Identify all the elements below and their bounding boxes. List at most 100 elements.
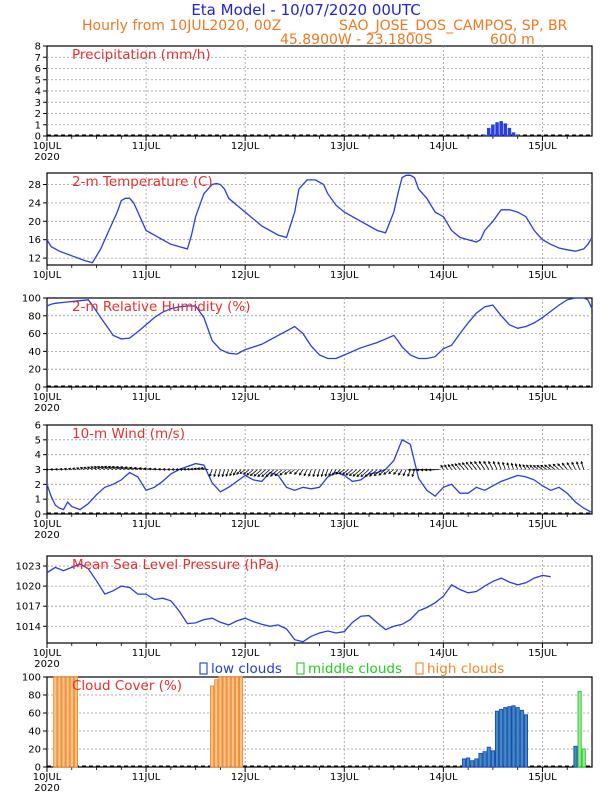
wind-arrow: [402, 469, 407, 476]
wind-arrow-head: [369, 473, 372, 477]
y-tick-label: 20: [28, 745, 41, 756]
wind-arrow-head: [229, 473, 232, 477]
wind-arrow: [236, 469, 242, 475]
wind-arrow: [383, 469, 390, 475]
wind-arrow-head: [420, 468, 424, 472]
wind-arrow-head: [393, 472, 396, 475]
cloud-bar-high-clouds: [57, 676, 62, 768]
cloud-bar-high-clouds: [61, 676, 66, 768]
wind-arrow-head: [182, 467, 186, 471]
x-tick-label: 11JUL: [132, 648, 161, 659]
x-tick-label: 12JUL: [231, 392, 260, 403]
wind-arrow-head: [557, 463, 560, 467]
cloud-bar-low-clouds: [515, 707, 520, 768]
wind-arrow-head: [364, 474, 368, 477]
wind-arrow: [335, 469, 341, 475]
legend-swatch: [415, 662, 424, 675]
wind-arrow: [274, 469, 283, 476]
cloud-bar-high-clouds: [214, 679, 219, 768]
wind-arrow: [349, 469, 357, 476]
wind-arrow: [324, 469, 329, 477]
cloud-bar-high-clouds: [226, 676, 231, 768]
wind-arrow-head: [86, 466, 90, 470]
wind-arrow-head: [492, 461, 496, 465]
wind-arrow-head: [378, 472, 382, 476]
wind-arrow-head: [90, 466, 94, 469]
cloud-bar-low-clouds: [466, 757, 471, 768]
y-tick-label: 5: [35, 435, 41, 446]
wind-arrow-head: [352, 473, 356, 477]
wind-arrow-head: [478, 460, 482, 464]
wind-arrow: [261, 469, 271, 477]
wind-arrow-head: [447, 463, 451, 467]
wind-arrow-head: [518, 463, 522, 467]
panel-pressure: 1014 1017 1020 1023 10JUL 11JUL 12JUL 13JUL 14JU…: [16, 555, 593, 670]
cloud-bar-middle-clouds: [581, 748, 586, 768]
precip-bar: [499, 121, 503, 137]
header-coordinates: 45.8900W - 23.1800S: [280, 32, 433, 48]
wind-arrow: [342, 469, 349, 475]
wind-arrow: [284, 469, 291, 475]
y-tick-label: 5: [35, 75, 41, 86]
wind-arrow: [218, 469, 221, 477]
wind-arrow: [548, 464, 556, 470]
y-tick-label: 2: [35, 109, 41, 120]
wind-arrow: [458, 463, 465, 470]
wind-arrow-head: [299, 472, 302, 476]
wind-arrow: [522, 464, 527, 470]
wind-arrow: [576, 461, 580, 470]
panel-title: Mean Sea Level Pressure (hPa): [72, 557, 279, 573]
wind-arrow: [462, 462, 469, 470]
precip-bar: [503, 123, 508, 137]
wind-arrow-head: [261, 474, 265, 478]
cloud-bar-high-clouds: [218, 676, 223, 768]
y-tick-label: 80: [28, 691, 41, 702]
wind-arrow: [101, 466, 110, 470]
x-tick-label: 14JUL: [429, 392, 458, 403]
wind-arrow-head: [571, 461, 575, 465]
wind-arrow: [474, 461, 481, 470]
wind-arrow-head: [383, 472, 387, 475]
wind-arrow: [526, 464, 531, 470]
cloud-bar-high-clouds: [65, 676, 70, 768]
wind-arrow: [250, 469, 258, 476]
wind-arrow-head: [566, 462, 570, 466]
wind-arrow: [388, 469, 395, 474]
wind-arrow: [104, 466, 114, 470]
wind-arrow: [533, 465, 539, 470]
wind-arrow: [294, 469, 300, 475]
panel-humidity: 0 20 40 60 80 100 10JUL 11JUL 12JUL 13JUL 14JUL 15J…: [22, 294, 593, 414]
wind-arrow: [566, 462, 572, 470]
y-tick-label: 20: [28, 365, 41, 376]
wind-arrow: [529, 465, 535, 470]
wind-arrow-head: [221, 474, 225, 478]
wind-arrow: [369, 469, 378, 477]
wind-arrow-head: [514, 463, 518, 467]
wind-arrow-head: [115, 465, 119, 469]
cloud-bar-high-clouds: [222, 676, 227, 768]
wind-arrow-head: [289, 471, 292, 475]
y-tick-label: 3: [35, 98, 41, 109]
x-year-label: 2020: [34, 403, 59, 414]
wind-arrow-head: [143, 467, 147, 471]
wind-arrow-head: [529, 464, 533, 468]
wind-arrow: [321, 469, 325, 477]
wind-arrow-head: [133, 466, 137, 470]
wind-arrow-head: [469, 461, 473, 465]
wind-arrow: [120, 466, 130, 470]
wind-arrow-head: [483, 460, 486, 464]
y-tick-label: 0: [35, 132, 41, 143]
cloud-bar-low-clouds: [503, 707, 508, 768]
wind-arrow-head: [162, 468, 166, 471]
cloud-bar-low-clouds: [482, 751, 487, 768]
y-tick-label: 1014: [16, 622, 41, 633]
wind-arrow-head: [411, 474, 415, 478]
x-tick-label: 14JUL: [429, 519, 458, 530]
cloud-bar-high-clouds: [234, 676, 239, 768]
wind-arrow: [108, 466, 118, 470]
wind-arrow-head: [93, 466, 97, 469]
wind-arrow-head: [253, 473, 257, 477]
y-tick-label: 3: [35, 465, 41, 476]
